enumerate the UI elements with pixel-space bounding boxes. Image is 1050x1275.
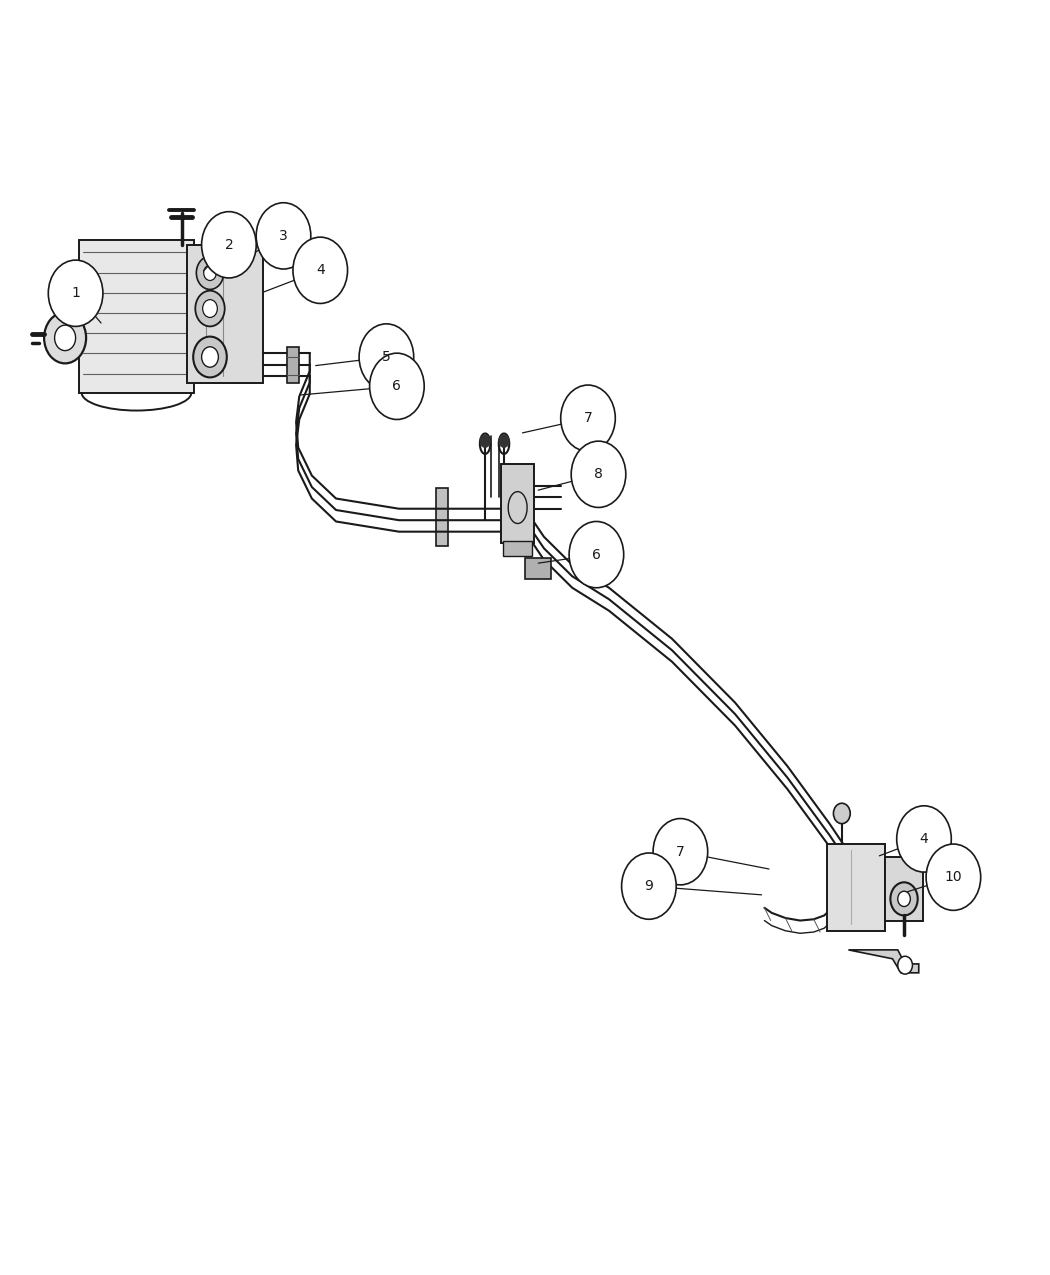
Text: 6: 6 [393,380,401,393]
Polygon shape [848,950,919,973]
Circle shape [193,337,227,377]
Text: 10: 10 [945,871,962,884]
Circle shape [202,212,256,278]
Text: 7: 7 [584,412,592,425]
Bar [501,464,534,543]
Bar [187,245,262,382]
Circle shape [890,882,918,915]
Text: 7: 7 [676,845,685,858]
Circle shape [653,819,708,885]
Text: 5: 5 [382,351,391,363]
Bar [436,488,448,546]
Bar [827,844,885,931]
Circle shape [897,806,951,872]
Text: 1: 1 [71,287,80,300]
Circle shape [48,260,103,326]
Bar [79,240,194,393]
Circle shape [359,324,414,390]
Text: 8: 8 [594,468,603,481]
Text: 4: 4 [920,833,928,845]
Text: 9: 9 [645,880,653,892]
Bar [503,541,532,556]
Circle shape [569,521,624,588]
Circle shape [499,435,509,448]
Circle shape [370,353,424,419]
Circle shape [571,441,626,507]
Circle shape [480,435,490,448]
Circle shape [898,891,910,907]
Circle shape [202,347,218,367]
Circle shape [196,256,224,289]
Circle shape [622,853,676,919]
Text: 6: 6 [592,548,601,561]
Text: 4: 4 [316,264,324,277]
Text: 2: 2 [225,238,233,251]
Bar [525,558,551,579]
Circle shape [561,385,615,451]
Circle shape [195,291,225,326]
Circle shape [834,803,851,824]
Bar [885,857,923,921]
Text: 3: 3 [279,230,288,242]
Circle shape [898,956,912,974]
Circle shape [44,312,86,363]
Circle shape [256,203,311,269]
Circle shape [203,300,217,317]
Circle shape [293,237,348,303]
Circle shape [204,265,216,280]
Circle shape [55,325,76,351]
Circle shape [926,844,981,910]
Bar [287,347,299,382]
